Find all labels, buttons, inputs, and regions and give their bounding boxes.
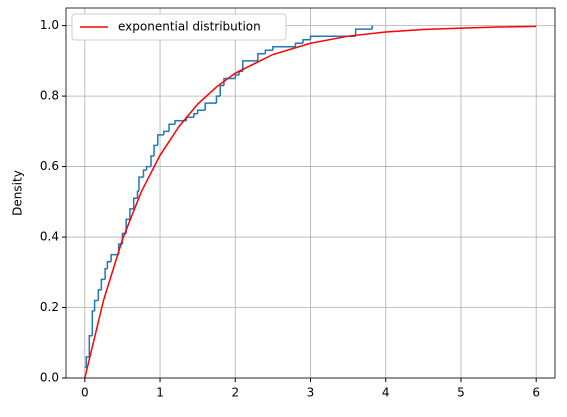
ecdf-step (104, 268, 108, 280)
y-tick-label: 0.8 (40, 89, 59, 103)
cdf-line (84, 25, 537, 379)
ecdf-step (354, 28, 373, 37)
ecdf-step (174, 120, 187, 125)
x-tick-label: 2 (231, 386, 239, 400)
x-tick-label: 0 (81, 386, 89, 400)
ecdf-step (91, 310, 95, 336)
legend-label: exponential distribution (118, 20, 261, 34)
ecdf-step (129, 208, 134, 220)
x-tick-label: 3 (307, 386, 315, 400)
ecdf-step (88, 334, 93, 357)
ecdf-step (163, 130, 170, 135)
ecdf-step (142, 169, 147, 178)
y-tick-label: 0.4 (40, 230, 59, 244)
y-tick-label: 0.6 (40, 159, 59, 173)
ecdf-step (234, 74, 240, 79)
ecdf-step (110, 253, 119, 262)
ecdf-step (153, 144, 158, 156)
ecdf-step (138, 176, 144, 192)
plot-frame (65, 7, 556, 379)
x-tick-label: 6 (532, 386, 540, 400)
ecdf-step (132, 197, 138, 209)
ecdf-step (272, 46, 296, 51)
ecdf-step (223, 77, 236, 86)
y-tick-label: 0.2 (40, 300, 59, 314)
ecdf-step (145, 165, 152, 171)
x-tick-label: 5 (457, 386, 465, 400)
ecdf-step (157, 134, 164, 146)
ecdf-step (264, 49, 273, 54)
ecdf-step (242, 60, 258, 72)
ecdf-step (150, 155, 155, 167)
y-tick-label: 0.0 (40, 371, 59, 385)
ecdf-step (204, 102, 217, 111)
ecdf-step (193, 112, 198, 118)
ecdf-step (185, 116, 194, 121)
x-tick-label: 1 (156, 386, 164, 400)
ecdf-step (215, 95, 221, 104)
x-tick-label: 4 (382, 386, 390, 400)
ecdf-step (97, 289, 102, 301)
ecdf-step (238, 70, 243, 75)
ecdf-step (93, 299, 99, 312)
ecdf-step (302, 38, 311, 44)
ecdf-step (85, 356, 90, 368)
ecdf-step (309, 35, 356, 40)
ecdf-step (219, 84, 224, 97)
ecdf-step (257, 53, 266, 61)
y-axis-label: Density (11, 170, 25, 216)
ecdf-step (106, 260, 112, 269)
ecdf-step (196, 109, 206, 114)
legend-box (71, 13, 287, 41)
ecdf-step (294, 42, 303, 47)
y-tick-label: 1.0 (40, 18, 59, 32)
ecdf-step (168, 123, 176, 132)
ecdf-step (100, 278, 106, 290)
